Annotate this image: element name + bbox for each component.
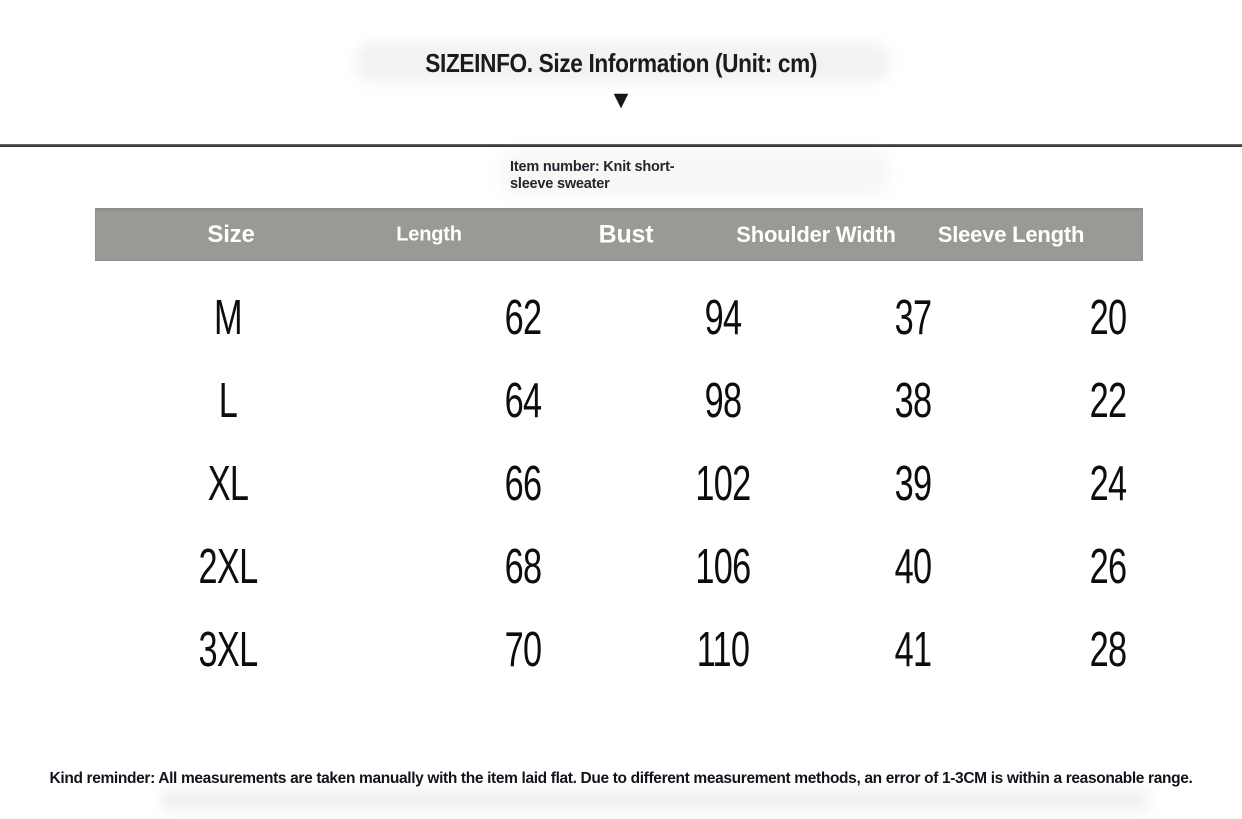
cell-bust: 98 xyxy=(704,373,742,428)
cell-length: 62 xyxy=(504,290,542,345)
cell-size: 3XL xyxy=(198,622,259,677)
cell-bust: 94 xyxy=(704,290,742,345)
cell-size: XL xyxy=(207,456,249,511)
cell-shoulder: 38 xyxy=(894,373,932,428)
watermark-smudge xyxy=(355,42,890,82)
cell-shoulder: 41 xyxy=(894,622,932,677)
cell-bust: 102 xyxy=(695,456,751,511)
item-note-line-2: sleeve sweater xyxy=(510,176,610,192)
cell-bust: 106 xyxy=(695,539,751,594)
cell-bust: 110 xyxy=(696,622,750,677)
header-shoulder-width: Shoulder Width xyxy=(736,221,896,247)
header-bust: Bust xyxy=(598,220,654,248)
divider-line xyxy=(0,144,1242,147)
table-row: XL 66 102 39 24 xyxy=(95,442,1143,525)
cell-shoulder: 39 xyxy=(894,456,932,511)
cell-size: L xyxy=(218,373,238,428)
table-row: 3XL 70 110 41 28 xyxy=(95,608,1143,691)
size-table: Size Length Bust Shoulder Width Sleeve L… xyxy=(95,208,1143,691)
table-row: L 64 98 38 22 xyxy=(95,359,1143,442)
cell-sleeve: 24 xyxy=(1089,456,1127,511)
cell-shoulder: 40 xyxy=(894,539,932,594)
header-size: Size xyxy=(207,220,255,248)
watermark-smudge xyxy=(500,150,890,196)
table-row: 2XL 68 106 40 26 xyxy=(95,525,1143,608)
watermark-smudge xyxy=(160,790,1150,810)
table-row: M 62 94 37 20 xyxy=(95,276,1143,359)
cell-length: 64 xyxy=(504,373,542,428)
kind-reminder: Kind reminder: All measurements are take… xyxy=(49,770,1193,787)
cell-sleeve: 20 xyxy=(1089,290,1127,345)
cell-size: 2XL xyxy=(198,539,259,594)
page-title-text: SIZEINFO. Size Information (Unit: cm) xyxy=(425,48,817,78)
item-note-line-1: Item number: Knit short- xyxy=(510,159,675,175)
cell-sleeve: 22 xyxy=(1089,373,1127,428)
header-sleeve-length: Sleeve Length xyxy=(937,221,1085,247)
cell-size: M xyxy=(214,290,243,345)
page-title: SIZEINFO. Size Information (Unit: cm) xyxy=(0,48,1242,79)
size-table-body: M 62 94 37 20 L 64 98 38 22 XL 66 102 39… xyxy=(95,261,1143,691)
size-table-header: Size Length Bust Shoulder Width Sleeve L… xyxy=(95,208,1143,261)
cell-sleeve: 28 xyxy=(1089,622,1127,677)
triangle-down-icon: ▼ xyxy=(608,86,634,114)
cell-shoulder: 37 xyxy=(894,290,932,345)
header-length: Length xyxy=(396,223,462,245)
cell-sleeve: 26 xyxy=(1089,539,1127,594)
item-number-note: Item number: Knit short- sleeve sweater xyxy=(510,159,710,193)
cell-length: 70 xyxy=(504,622,542,677)
cell-length: 66 xyxy=(504,456,542,511)
cell-length: 68 xyxy=(504,539,542,594)
